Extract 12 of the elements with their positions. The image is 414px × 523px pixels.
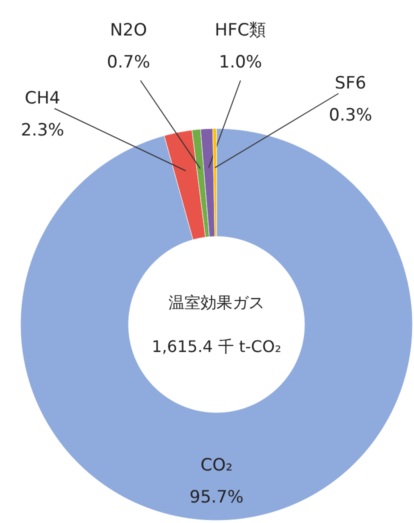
data-label: 2.3%	[20, 120, 64, 140]
slice-label: N2O	[110, 20, 147, 40]
slice-label: CO₂	[200, 456, 233, 476]
data-label: 95.7%	[190, 488, 244, 508]
data-label: 1.0%	[218, 52, 262, 72]
slice-label: CH4	[24, 88, 60, 108]
data-label: 0.7%	[106, 52, 150, 72]
data-label: 0.3%	[328, 106, 372, 126]
slice-label: SF6	[334, 74, 366, 94]
text: 温室効果ガス	[168, 293, 264, 312]
text: 1,615.4 千 t-CO₂	[152, 337, 282, 356]
slice-label: HFC類	[214, 20, 266, 40]
